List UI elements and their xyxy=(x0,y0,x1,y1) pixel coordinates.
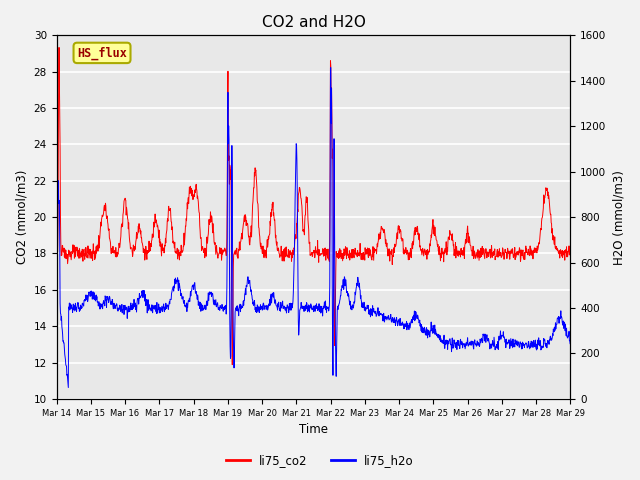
Text: HS_flux: HS_flux xyxy=(77,46,127,60)
Title: CO2 and H2O: CO2 and H2O xyxy=(262,15,365,30)
Y-axis label: H2O (mmol/m3): H2O (mmol/m3) xyxy=(612,170,625,264)
X-axis label: Time: Time xyxy=(299,423,328,436)
Y-axis label: CO2 (mmol/m3): CO2 (mmol/m3) xyxy=(15,170,28,264)
Legend: li75_co2, li75_h2o: li75_co2, li75_h2o xyxy=(221,449,419,472)
